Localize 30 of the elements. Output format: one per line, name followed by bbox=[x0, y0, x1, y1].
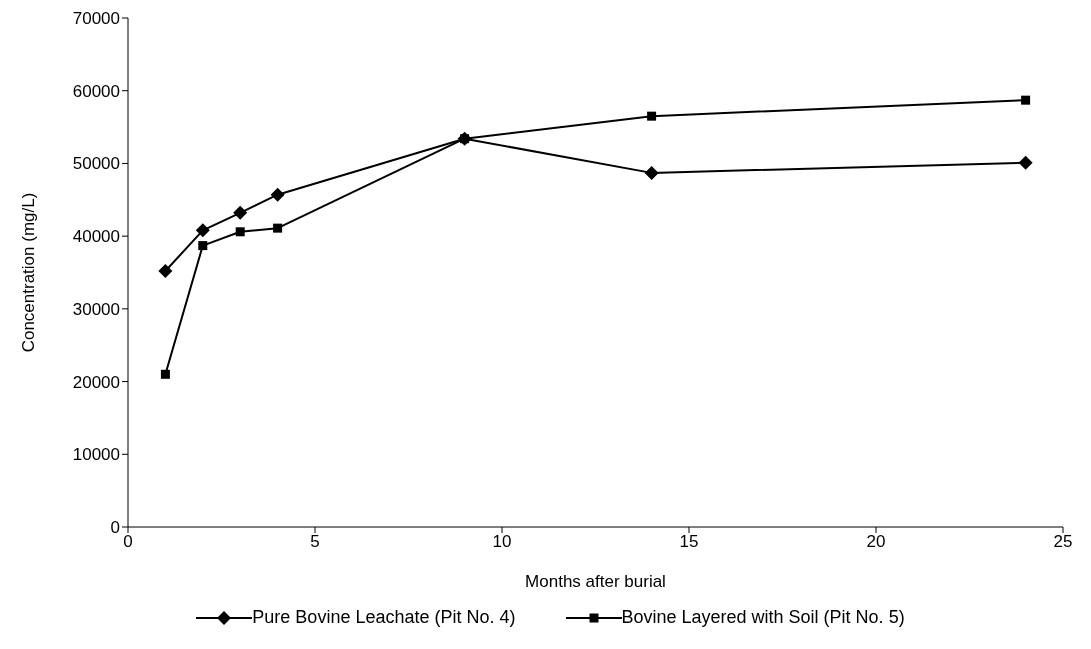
point bbox=[273, 223, 283, 233]
x-tick-label: 5 bbox=[310, 532, 320, 552]
point bbox=[195, 223, 210, 238]
y-tick-label: 0 bbox=[110, 518, 120, 538]
point bbox=[160, 369, 170, 379]
y-tick-label: 40000 bbox=[72, 227, 120, 247]
point bbox=[647, 111, 657, 121]
y-tick-label: 30000 bbox=[72, 299, 120, 319]
x-tick-label: 10 bbox=[492, 532, 512, 552]
point bbox=[235, 227, 245, 237]
x-tick-label: 0 bbox=[123, 532, 133, 552]
point bbox=[198, 241, 208, 251]
x-tick-label: 20 bbox=[866, 532, 886, 552]
point bbox=[1021, 95, 1031, 105]
point bbox=[233, 205, 248, 220]
x-axis-title: Months after burial bbox=[525, 572, 666, 591]
x-tick-label: 15 bbox=[679, 532, 699, 552]
point bbox=[644, 165, 659, 180]
y-tick-label: 10000 bbox=[72, 445, 120, 465]
legend-label: Bovine Layered with Soil (Pit No. 5) bbox=[621, 607, 905, 628]
point bbox=[1018, 155, 1033, 170]
y-axis-title: Concentration (mg/L) bbox=[19, 192, 39, 353]
x-tick-label: 25 bbox=[1053, 532, 1073, 552]
y-tick-label: 20000 bbox=[72, 372, 120, 392]
legend-label: Pure Bovine Leachate (Pit No. 4) bbox=[252, 607, 516, 628]
point bbox=[158, 264, 173, 279]
y-tick-label: 50000 bbox=[72, 154, 120, 174]
y-tick-label: 70000 bbox=[72, 9, 120, 29]
y-tick-label: 60000 bbox=[72, 81, 120, 101]
point bbox=[270, 187, 285, 202]
